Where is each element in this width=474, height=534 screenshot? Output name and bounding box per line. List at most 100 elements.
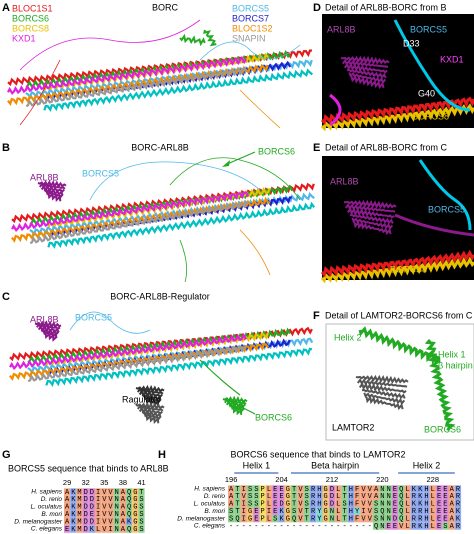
residue-shade — [113, 488, 120, 496]
residue-shade — [347, 500, 354, 508]
residue-shade — [366, 514, 373, 523]
residue-shade — [354, 500, 361, 508]
ribbon — [145, 397, 160, 408]
label: SNAPIN — [232, 33, 266, 43]
sequence: ATISSPLEDGTVSRHGDLSHFVVSNNEQLKKHLEEAR — [229, 501, 462, 509]
panel-letter: F — [313, 310, 320, 322]
residue-shade — [132, 510, 139, 518]
residue-shade — [417, 500, 424, 508]
residue-shade — [328, 485, 336, 493]
residue-shade — [398, 522, 405, 530]
residue-shade — [126, 517, 133, 526]
residue-shade — [309, 514, 317, 523]
ribbon — [361, 388, 406, 400]
sequence: EKMDKLVINAQGS — [65, 526, 146, 534]
ribbon — [203, 29, 217, 47]
residue-shade — [76, 503, 83, 511]
residue-shade — [354, 507, 361, 515]
residue-shade — [316, 492, 323, 501]
residue-shade — [132, 503, 139, 511]
residue-shade — [132, 488, 139, 496]
residue-shade — [70, 525, 77, 533]
label: BLOC1S1 — [12, 3, 53, 13]
sequence: STIGEPIEKGSVTRYGNLTHYIVSQNEQLRRHLEEAK — [229, 508, 462, 516]
residue-shade — [309, 500, 317, 508]
residue-shade — [391, 500, 399, 508]
residue-shade — [138, 503, 145, 511]
region-label: Beta hairpin — [311, 460, 359, 470]
label: Helix 2 — [334, 332, 362, 342]
label: BORCS5 — [428, 204, 465, 214]
residue-shade — [372, 492, 380, 501]
residue-shade — [366, 500, 373, 508]
residue-shade — [423, 514, 430, 523]
residue-shade — [448, 492, 455, 501]
residue-shade — [126, 510, 133, 518]
ribbon — [349, 213, 394, 225]
residue-shade — [385, 522, 392, 530]
label: G40 — [418, 88, 435, 98]
residue-shade — [284, 514, 291, 523]
species: B. mori — [41, 511, 62, 518]
residue-shade — [429, 500, 436, 508]
residue-shade — [410, 514, 417, 523]
residue-shade — [442, 485, 449, 493]
label: ARL8B — [30, 314, 59, 324]
ribbon — [358, 381, 407, 394]
panel-title: BORC — [152, 2, 179, 12]
residue-shade — [278, 507, 285, 515]
residue-shade — [88, 517, 95, 526]
label: Helix 1 — [438, 349, 466, 359]
residue-shade — [442, 492, 449, 501]
residue-shade — [360, 514, 367, 523]
ribbon — [179, 33, 206, 47]
residue-shade — [328, 500, 336, 508]
residue-shade — [265, 492, 273, 501]
residue-shade — [454, 522, 462, 530]
residue-shade — [88, 488, 95, 496]
residue-shade — [391, 514, 399, 523]
residue-shade — [119, 510, 126, 518]
residue-shade — [341, 492, 348, 501]
residue-shade — [309, 492, 317, 501]
residue-shade — [126, 503, 133, 511]
residue-shade — [297, 485, 304, 493]
residue-shade — [328, 507, 336, 515]
residue-shade — [107, 495, 114, 504]
residue-shade — [385, 485, 392, 493]
ribbon — [341, 58, 389, 69]
residue-shade — [119, 495, 126, 504]
residue-shade — [398, 492, 405, 501]
residue-shade — [228, 492, 235, 501]
residue-shade — [404, 507, 411, 515]
residue-shade — [284, 507, 291, 515]
panel-title: Detail of LAMTOR2-BORCS6 from C — [325, 310, 473, 320]
coil — [69, 311, 151, 334]
residue-shade — [95, 517, 102, 526]
residue-shade — [410, 507, 417, 515]
residue-shade — [360, 485, 367, 493]
coil — [19, 19, 201, 71]
residue-shade — [454, 492, 462, 501]
residue-shade — [423, 500, 430, 508]
residue-shade — [246, 514, 254, 523]
position-number: 41 — [137, 478, 145, 487]
residue-shade — [259, 485, 266, 493]
residue-shade — [234, 500, 241, 508]
residue-shade — [341, 507, 348, 515]
structures — [7, 19, 474, 432]
residue-shade — [322, 492, 329, 501]
residue-shade — [76, 488, 83, 496]
residue-shade — [322, 485, 329, 493]
species: C. elegans — [194, 523, 226, 530]
residue-shade — [64, 510, 71, 518]
residue-shade — [398, 514, 405, 523]
residue-shade — [88, 525, 95, 533]
panel-letter: H — [158, 449, 166, 461]
ribbon — [355, 374, 409, 385]
panel-title: Detail of ARL8B-BORC from B — [325, 2, 447, 12]
residue-shade — [429, 492, 436, 501]
position-number: 38 — [119, 478, 127, 487]
position-number: 228 — [426, 475, 439, 484]
residue-shade — [316, 485, 323, 493]
